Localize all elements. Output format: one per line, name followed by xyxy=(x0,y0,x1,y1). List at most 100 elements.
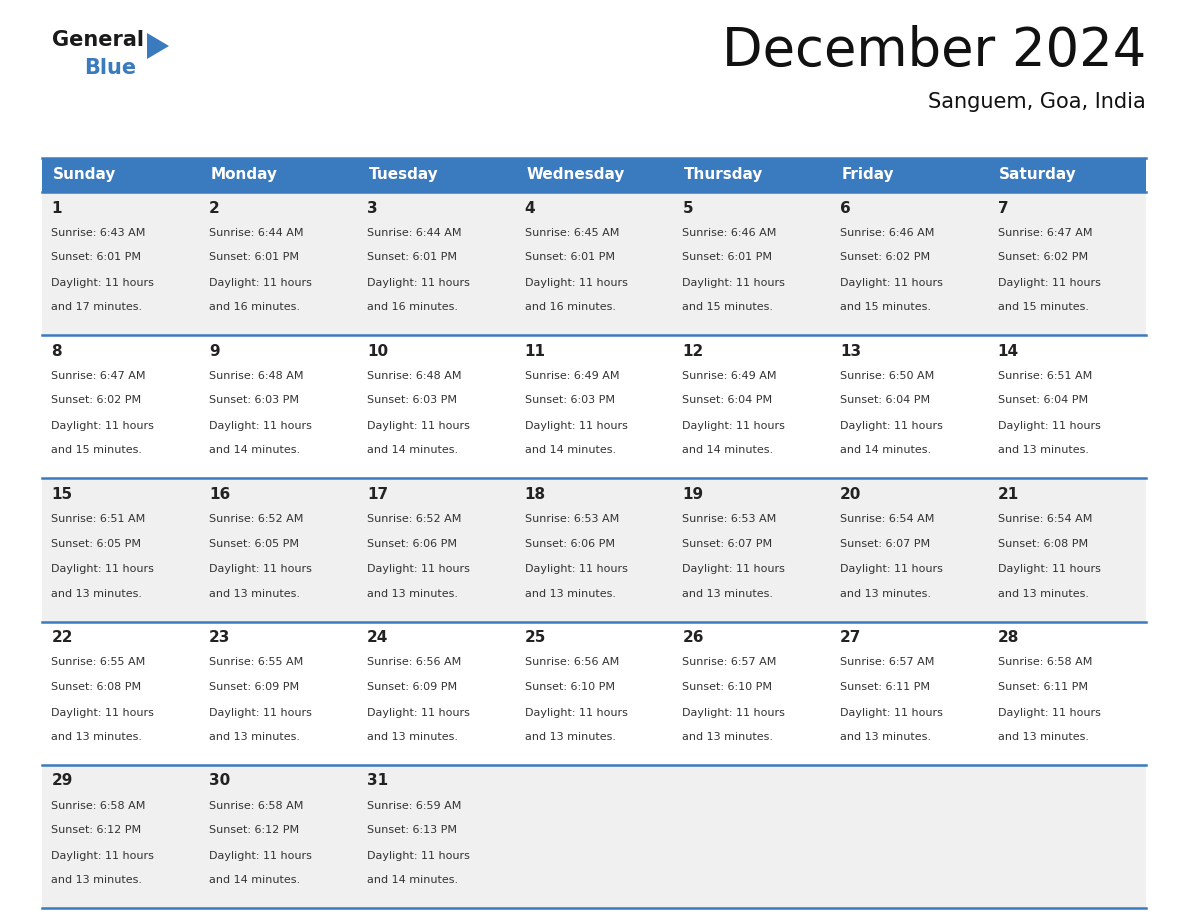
Text: Daylight: 11 hours: Daylight: 11 hours xyxy=(682,565,785,575)
Text: 9: 9 xyxy=(209,344,220,359)
Text: and 15 minutes.: and 15 minutes. xyxy=(998,302,1088,312)
Text: 12: 12 xyxy=(682,344,703,359)
Text: Daylight: 11 hours: Daylight: 11 hours xyxy=(209,851,312,861)
Text: and 13 minutes.: and 13 minutes. xyxy=(51,732,143,742)
Text: Blue: Blue xyxy=(84,58,137,78)
Text: Sunset: 6:01 PM: Sunset: 6:01 PM xyxy=(682,252,772,263)
Text: 16: 16 xyxy=(209,487,230,502)
Text: and 13 minutes.: and 13 minutes. xyxy=(998,445,1088,455)
Text: Sunset: 6:08 PM: Sunset: 6:08 PM xyxy=(51,682,141,692)
Text: Sunrise: 6:47 AM: Sunrise: 6:47 AM xyxy=(51,371,146,381)
Text: Daylight: 11 hours: Daylight: 11 hours xyxy=(998,708,1100,718)
Text: Sunrise: 6:44 AM: Sunrise: 6:44 AM xyxy=(209,228,304,238)
Text: Sunrise: 6:54 AM: Sunrise: 6:54 AM xyxy=(998,514,1092,524)
Text: 15: 15 xyxy=(51,487,72,502)
Text: Sunset: 6:06 PM: Sunset: 6:06 PM xyxy=(525,539,614,549)
Text: and 14 minutes.: and 14 minutes. xyxy=(367,445,459,455)
Text: 2: 2 xyxy=(209,201,220,216)
Text: Sunrise: 6:49 AM: Sunrise: 6:49 AM xyxy=(525,371,619,381)
Text: Sunset: 6:12 PM: Sunset: 6:12 PM xyxy=(209,825,299,835)
Text: and 14 minutes.: and 14 minutes. xyxy=(209,875,301,885)
Text: Sunrise: 6:50 AM: Sunrise: 6:50 AM xyxy=(840,371,934,381)
Text: Daylight: 11 hours: Daylight: 11 hours xyxy=(367,851,469,861)
Text: 3: 3 xyxy=(367,201,378,216)
Text: Daylight: 11 hours: Daylight: 11 hours xyxy=(998,565,1100,575)
Bar xyxy=(42,158,200,192)
Text: Sunrise: 6:54 AM: Sunrise: 6:54 AM xyxy=(840,514,935,524)
Text: Sunset: 6:10 PM: Sunset: 6:10 PM xyxy=(682,682,772,692)
Text: 14: 14 xyxy=(998,344,1019,359)
Text: Sunset: 6:07 PM: Sunset: 6:07 PM xyxy=(840,539,930,549)
Text: Sunrise: 6:52 AM: Sunrise: 6:52 AM xyxy=(209,514,304,524)
Text: Daylight: 11 hours: Daylight: 11 hours xyxy=(998,278,1100,288)
Text: and 13 minutes.: and 13 minutes. xyxy=(840,732,931,742)
Text: Wednesday: Wednesday xyxy=(526,167,625,183)
Text: Daylight: 11 hours: Daylight: 11 hours xyxy=(525,708,627,718)
Text: Daylight: 11 hours: Daylight: 11 hours xyxy=(682,421,785,431)
Text: and 14 minutes.: and 14 minutes. xyxy=(682,445,773,455)
Text: Daylight: 11 hours: Daylight: 11 hours xyxy=(367,421,469,431)
Text: 11: 11 xyxy=(525,344,545,359)
Text: and 15 minutes.: and 15 minutes. xyxy=(682,302,773,312)
Bar xyxy=(42,621,1146,765)
Text: Sunrise: 6:57 AM: Sunrise: 6:57 AM xyxy=(682,657,777,667)
Text: 20: 20 xyxy=(840,487,861,502)
Text: 31: 31 xyxy=(367,773,388,789)
Text: General: General xyxy=(52,30,144,50)
Text: Monday: Monday xyxy=(210,167,278,183)
Text: Daylight: 11 hours: Daylight: 11 hours xyxy=(525,278,627,288)
Text: Daylight: 11 hours: Daylight: 11 hours xyxy=(367,565,469,575)
Text: Sunrise: 6:52 AM: Sunrise: 6:52 AM xyxy=(367,514,461,524)
Text: 17: 17 xyxy=(367,487,388,502)
Text: Daylight: 11 hours: Daylight: 11 hours xyxy=(209,278,312,288)
Bar xyxy=(830,158,988,192)
Text: 27: 27 xyxy=(840,630,861,645)
Text: Daylight: 11 hours: Daylight: 11 hours xyxy=(51,278,154,288)
Text: Daylight: 11 hours: Daylight: 11 hours xyxy=(840,708,943,718)
Text: Sunset: 6:11 PM: Sunset: 6:11 PM xyxy=(998,682,1088,692)
Text: and 17 minutes.: and 17 minutes. xyxy=(51,302,143,312)
Text: Sunrise: 6:56 AM: Sunrise: 6:56 AM xyxy=(525,657,619,667)
Text: Sunrise: 6:56 AM: Sunrise: 6:56 AM xyxy=(367,657,461,667)
Text: Sunrise: 6:55 AM: Sunrise: 6:55 AM xyxy=(209,657,303,667)
Text: Daylight: 11 hours: Daylight: 11 hours xyxy=(840,565,943,575)
Text: Sunset: 6:01 PM: Sunset: 6:01 PM xyxy=(51,252,141,263)
Text: 13: 13 xyxy=(840,344,861,359)
Text: and 13 minutes.: and 13 minutes. xyxy=(209,732,301,742)
Text: 30: 30 xyxy=(209,773,230,789)
Text: and 15 minutes.: and 15 minutes. xyxy=(840,302,931,312)
Text: 21: 21 xyxy=(998,487,1019,502)
Text: and 13 minutes.: and 13 minutes. xyxy=(367,732,457,742)
Text: Sunrise: 6:46 AM: Sunrise: 6:46 AM xyxy=(840,228,935,238)
Text: Sunset: 6:11 PM: Sunset: 6:11 PM xyxy=(840,682,930,692)
Text: and 16 minutes.: and 16 minutes. xyxy=(367,302,457,312)
Bar xyxy=(358,158,516,192)
Text: Daylight: 11 hours: Daylight: 11 hours xyxy=(209,565,312,575)
Text: Sunrise: 6:51 AM: Sunrise: 6:51 AM xyxy=(998,371,1092,381)
Text: Sunrise: 6:53 AM: Sunrise: 6:53 AM xyxy=(525,514,619,524)
Text: 28: 28 xyxy=(998,630,1019,645)
Text: 4: 4 xyxy=(525,201,536,216)
Text: Friday: Friday xyxy=(841,167,895,183)
Text: 25: 25 xyxy=(525,630,546,645)
Text: Sunrise: 6:53 AM: Sunrise: 6:53 AM xyxy=(682,514,777,524)
Text: Sunrise: 6:46 AM: Sunrise: 6:46 AM xyxy=(682,228,777,238)
Text: and 13 minutes.: and 13 minutes. xyxy=(51,875,143,885)
Text: Sunset: 6:02 PM: Sunset: 6:02 PM xyxy=(840,252,930,263)
Text: Daylight: 11 hours: Daylight: 11 hours xyxy=(367,278,469,288)
Text: Sunset: 6:09 PM: Sunset: 6:09 PM xyxy=(367,682,457,692)
Bar xyxy=(42,192,1146,335)
Text: Sunset: 6:01 PM: Sunset: 6:01 PM xyxy=(209,252,299,263)
Text: Sunset: 6:01 PM: Sunset: 6:01 PM xyxy=(525,252,614,263)
Text: Sunrise: 6:45 AM: Sunrise: 6:45 AM xyxy=(525,228,619,238)
Text: Tuesday: Tuesday xyxy=(368,167,438,183)
Text: 7: 7 xyxy=(998,201,1009,216)
Text: Sunset: 6:02 PM: Sunset: 6:02 PM xyxy=(998,252,1088,263)
Text: and 13 minutes.: and 13 minutes. xyxy=(840,588,931,599)
Text: 23: 23 xyxy=(209,630,230,645)
Text: Sunrise: 6:58 AM: Sunrise: 6:58 AM xyxy=(209,800,304,811)
Text: and 14 minutes.: and 14 minutes. xyxy=(367,875,459,885)
Text: Sunset: 6:06 PM: Sunset: 6:06 PM xyxy=(367,539,457,549)
Text: December 2024: December 2024 xyxy=(722,25,1146,77)
Text: 29: 29 xyxy=(51,773,72,789)
